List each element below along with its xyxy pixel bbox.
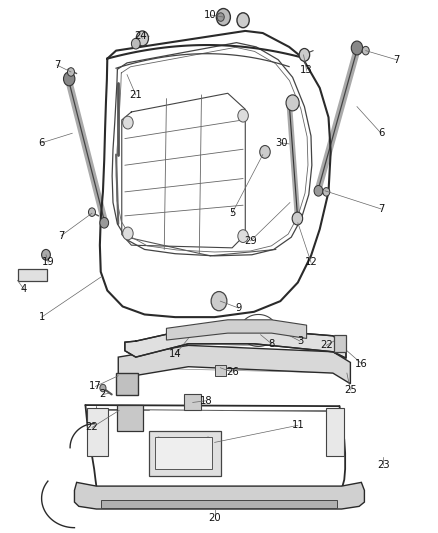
- Bar: [87, 408, 108, 456]
- Circle shape: [217, 13, 224, 21]
- Text: 25: 25: [344, 385, 357, 395]
- Text: 6: 6: [39, 138, 45, 148]
- Circle shape: [351, 41, 363, 55]
- Text: 18: 18: [200, 396, 212, 406]
- Circle shape: [123, 116, 133, 129]
- Text: 8: 8: [268, 339, 275, 349]
- Text: 7: 7: [393, 55, 399, 64]
- Text: 7: 7: [58, 231, 64, 240]
- Bar: [334, 335, 346, 352]
- Text: 22: 22: [85, 423, 99, 432]
- Circle shape: [67, 68, 74, 76]
- Text: 13: 13: [300, 66, 313, 75]
- Text: 6: 6: [378, 128, 384, 138]
- Text: 7: 7: [54, 60, 60, 70]
- Text: 3: 3: [297, 336, 303, 346]
- Text: 1: 1: [39, 312, 45, 322]
- Text: 29: 29: [244, 236, 257, 246]
- Circle shape: [314, 185, 323, 196]
- Circle shape: [238, 109, 248, 122]
- Text: 19: 19: [42, 257, 55, 267]
- Bar: [155, 437, 212, 469]
- Text: 17: 17: [89, 382, 102, 391]
- Bar: [326, 408, 344, 456]
- Text: 11: 11: [291, 421, 304, 430]
- Circle shape: [299, 49, 310, 61]
- Text: 14: 14: [169, 350, 181, 359]
- Text: 16: 16: [355, 359, 368, 368]
- Text: 21: 21: [129, 90, 142, 100]
- Text: 23: 23: [377, 460, 389, 470]
- Bar: [18, 269, 47, 281]
- Text: 7: 7: [378, 204, 384, 214]
- Circle shape: [205, 437, 211, 443]
- Text: 5: 5: [229, 208, 235, 218]
- Circle shape: [156, 437, 161, 443]
- Text: 24: 24: [135, 31, 147, 41]
- Circle shape: [237, 13, 249, 28]
- Circle shape: [286, 95, 299, 111]
- Bar: [149, 431, 221, 476]
- Text: 4: 4: [21, 285, 27, 294]
- Polygon shape: [74, 482, 364, 509]
- Circle shape: [100, 217, 109, 228]
- Circle shape: [42, 249, 50, 260]
- Text: 30: 30: [275, 138, 287, 148]
- Circle shape: [362, 46, 369, 55]
- Circle shape: [123, 227, 133, 240]
- Bar: [276, 329, 287, 340]
- Bar: [215, 365, 226, 376]
- Bar: [184, 394, 201, 410]
- Circle shape: [323, 188, 330, 196]
- Polygon shape: [118, 345, 350, 384]
- Bar: [116, 373, 138, 395]
- Circle shape: [136, 31, 148, 46]
- Circle shape: [205, 462, 211, 468]
- Circle shape: [216, 9, 230, 26]
- Circle shape: [292, 212, 303, 225]
- Text: 10: 10: [204, 10, 216, 20]
- Polygon shape: [125, 329, 346, 358]
- Bar: [117, 405, 143, 431]
- Text: 20: 20: [208, 513, 221, 523]
- Polygon shape: [166, 320, 307, 340]
- Circle shape: [211, 292, 227, 311]
- Text: 12: 12: [304, 257, 318, 267]
- Circle shape: [64, 72, 75, 86]
- Text: 9: 9: [236, 303, 242, 313]
- Circle shape: [238, 230, 248, 243]
- Text: 22: 22: [320, 341, 333, 350]
- Circle shape: [88, 208, 95, 216]
- Text: 26: 26: [226, 367, 239, 377]
- Circle shape: [100, 384, 106, 392]
- Text: 2: 2: [100, 390, 106, 399]
- Circle shape: [260, 146, 270, 158]
- Circle shape: [131, 38, 140, 49]
- Bar: [101, 500, 337, 508]
- Circle shape: [156, 462, 161, 468]
